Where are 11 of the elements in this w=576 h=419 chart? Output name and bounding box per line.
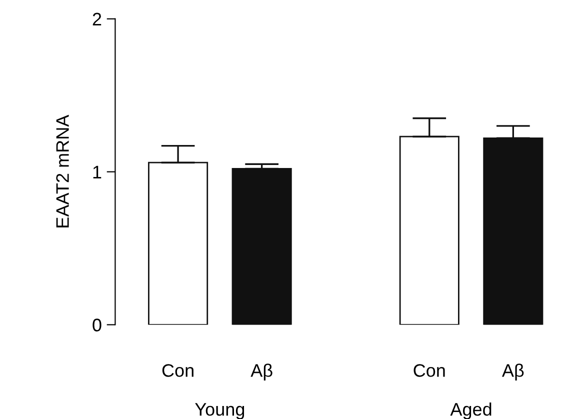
bar xyxy=(232,168,292,325)
y-tick-label: 1 xyxy=(93,166,102,178)
y-tick-label: 0 xyxy=(92,318,102,332)
y-tick-label: 2 xyxy=(92,12,102,26)
text: Young xyxy=(195,403,244,419)
x-tick-label: Aβ xyxy=(502,364,524,380)
text: Aged xyxy=(450,402,492,419)
x-tick-label: Con xyxy=(414,364,445,377)
x-tick-label: Aβ xyxy=(250,364,272,380)
y-axis-title: EAAT2 mRNA xyxy=(56,114,69,228)
x-tick-label: Con xyxy=(162,364,194,377)
